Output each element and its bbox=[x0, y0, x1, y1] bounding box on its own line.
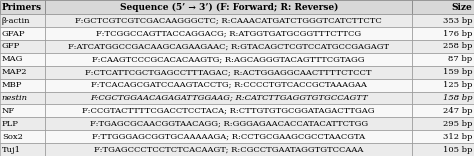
Bar bbox=[0, 130, 45, 143]
Text: NF: NF bbox=[2, 107, 15, 115]
Bar bbox=[45, 130, 412, 143]
Bar bbox=[0, 79, 45, 92]
Bar bbox=[412, 0, 474, 14]
Bar bbox=[0, 27, 45, 40]
Bar bbox=[0, 143, 45, 156]
Text: Primers: Primers bbox=[2, 3, 42, 12]
Text: F:TGAGCCCTCCTCTCACAAGT; R:CGCCTGAATAGGTGTCCAAA: F:TGAGCCCTCCTCTCACAAGT; R:CGCCTGAATAGGTG… bbox=[94, 146, 364, 154]
Bar bbox=[0, 92, 45, 104]
Bar bbox=[412, 104, 474, 117]
Text: 87 bp: 87 bp bbox=[448, 55, 472, 63]
Bar bbox=[412, 66, 474, 79]
Text: 312 bp: 312 bp bbox=[443, 133, 472, 141]
Bar bbox=[45, 53, 412, 66]
Text: Sequence (5’ → 3’) (F: Forward; R: Reverse): Sequence (5’ → 3’) (F: Forward; R: Rever… bbox=[119, 2, 338, 12]
Bar bbox=[0, 117, 45, 130]
Text: 176 bp: 176 bp bbox=[443, 29, 472, 38]
Bar bbox=[412, 117, 474, 130]
Bar bbox=[412, 92, 474, 104]
Bar bbox=[45, 40, 412, 53]
Text: MAG: MAG bbox=[2, 55, 23, 63]
Bar bbox=[45, 79, 412, 92]
Text: F:ATCATGGCCGACAAGCAGAAGAAC; R:GTACAGCTCGTCCATGCCGAGAGT: F:ATCATGGCCGACAAGCAGAAGAAC; R:GTACAGCTCG… bbox=[68, 42, 389, 50]
Bar bbox=[0, 40, 45, 53]
Bar bbox=[45, 66, 412, 79]
Text: 105 bp: 105 bp bbox=[443, 146, 472, 154]
Bar bbox=[45, 14, 412, 27]
Bar bbox=[412, 40, 474, 53]
Text: F:TCGGCCAGTTACCAGGACG; R:ATGGTGATGCGGTTTCTTCG: F:TCGGCCAGTTACCAGGACG; R:ATGGTGATGCGGTTT… bbox=[96, 29, 361, 38]
Text: Sox2: Sox2 bbox=[2, 133, 23, 141]
Text: F:CAAGTCCCGCACACAAGTG; R:AGCAGGGTACAGTTTCGTAGG: F:CAAGTCCCGCACACAAGTG; R:AGCAGGGTACAGTTT… bbox=[92, 55, 365, 63]
Text: β-actin: β-actin bbox=[2, 17, 30, 25]
Text: 158 bp: 158 bp bbox=[443, 94, 472, 102]
Bar bbox=[412, 143, 474, 156]
Bar bbox=[45, 143, 412, 156]
Text: 125 bp: 125 bp bbox=[443, 81, 472, 89]
Bar bbox=[412, 130, 474, 143]
Bar bbox=[0, 53, 45, 66]
Text: Size: Size bbox=[451, 3, 472, 12]
Bar bbox=[45, 92, 412, 104]
Text: F:GCTCGTCGTCGACAAGGGCTC; R:CAAACATGATCTGGGTCATCTTCTC: F:GCTCGTCGTCGACAAGGGCTC; R:CAAACATGATCTG… bbox=[75, 17, 382, 25]
Bar bbox=[45, 0, 412, 14]
Bar bbox=[0, 66, 45, 79]
Bar bbox=[0, 14, 45, 27]
Text: 247 bp: 247 bp bbox=[443, 107, 472, 115]
Bar bbox=[412, 27, 474, 40]
Text: F:TGAGCGCAACGGTAACAGG; R:GGGAGAACACCATACATTCTGG: F:TGAGCGCAACGGTAACAGG; R:GGGAGAACACCATAC… bbox=[90, 120, 368, 128]
Bar bbox=[412, 53, 474, 66]
Bar bbox=[412, 14, 474, 27]
Text: 159 bp: 159 bp bbox=[443, 68, 472, 76]
Text: F:CGCTGGAACAGAGATTGGAAG; R:CATCTTGAGGTGTGCCAGTT: F:CGCTGGAACAGAGATTGGAAG; R:CATCTTGAGGTGT… bbox=[90, 94, 367, 102]
Bar bbox=[45, 27, 412, 40]
Text: 295 bp: 295 bp bbox=[443, 120, 472, 128]
Text: GFAP: GFAP bbox=[2, 29, 26, 38]
Bar bbox=[0, 104, 45, 117]
Text: PLP: PLP bbox=[2, 120, 19, 128]
Text: GFP: GFP bbox=[2, 42, 20, 50]
Text: MBP: MBP bbox=[2, 81, 22, 89]
Bar bbox=[412, 79, 474, 92]
Bar bbox=[45, 104, 412, 117]
Text: F:CCGTACTTTTCGACCTCCTACA; R:CTTGTGTGCGGATAGACTTGAG: F:CCGTACTTTTCGACCTCCTACA; R:CTTGTGTGCGGA… bbox=[82, 107, 375, 115]
Text: Tuj1: Tuj1 bbox=[2, 146, 21, 154]
Text: MAP2: MAP2 bbox=[2, 68, 27, 76]
Text: F:TTGGGAGCGGTGCAAAAAGA; R:CCTGCGAAGCGCCTAACGTA: F:TTGGGAGCGGTGCAAAAAGA; R:CCTGCGAAGCGCCT… bbox=[92, 133, 365, 141]
Text: nestin: nestin bbox=[2, 94, 28, 102]
Text: F:CTCATTCGCTGAGCCTTTAGAC; R:ACTGGAGGCAACTTTTCTCCT: F:CTCATTCGCTGAGCCTTTAGAC; R:ACTGGAGGCAAC… bbox=[85, 68, 372, 76]
Text: 258 bp: 258 bp bbox=[443, 42, 472, 50]
Text: 353 bp: 353 bp bbox=[443, 17, 472, 25]
Bar bbox=[45, 117, 412, 130]
Bar bbox=[0, 0, 45, 14]
Text: F:TCACAGCGATCCAAGTACCTG; R:CCCCTGTCACCGCTAAAGAA: F:TCACAGCGATCCAAGTACCTG; R:CCCCTGTCACCGC… bbox=[91, 81, 367, 89]
